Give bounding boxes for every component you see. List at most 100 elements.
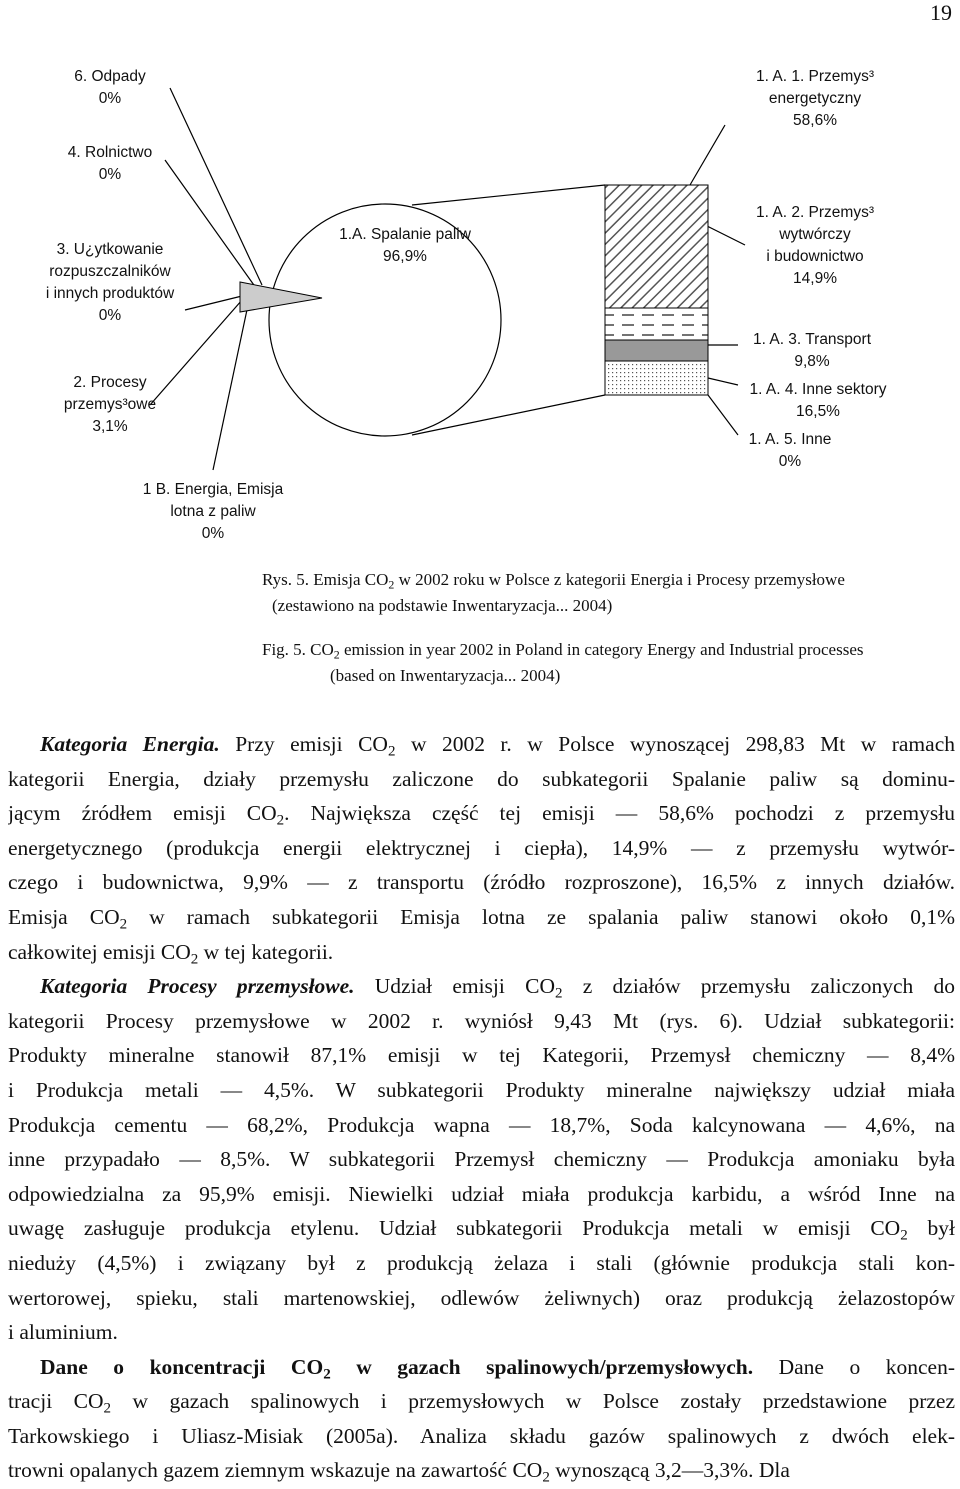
text-run: w gazach spalinowych/przemysłowych. xyxy=(330,1354,754,1379)
text-run: był xyxy=(907,1216,955,1241)
chart-label: 2. Procesy przemys³owe 3,1% xyxy=(64,372,156,438)
label-line: 1. A. 5. Inne xyxy=(748,431,832,448)
text-run: uwagę zasługuje produkcja etylenu. Udzia… xyxy=(8,1216,901,1241)
text-run: wynoszącą 3,2—3,3%. Dla xyxy=(549,1458,790,1483)
text-run: Kategoria Procesy przemysłowe. xyxy=(40,974,355,999)
label-line: wytwórczy xyxy=(779,226,851,243)
chart-label: 1. A. 1. Przemys³ energetyczny 58,6% xyxy=(756,66,874,132)
label-line: 3. U¿ytkowanie xyxy=(56,241,164,258)
body-text: Kategoria Energia. Przy emisji CO2 w 200… xyxy=(8,727,955,1488)
text-line: i aluminium. xyxy=(8,1315,955,1350)
text-run: całkowitej emisji CO xyxy=(8,939,191,964)
text-line: kategorii Procesy przemysłowe w 2002 r. … xyxy=(8,1004,955,1039)
label-line: 0% xyxy=(98,90,122,107)
text-line: czego i budownictwa, 9,9% — z transportu… xyxy=(8,865,955,900)
text-run: 2 xyxy=(387,743,396,760)
label-line: przemys³owe xyxy=(63,396,157,413)
text-run: w ramach subkategorii Emisja lotna ze sp… xyxy=(127,904,955,929)
label-line: i budownictwo xyxy=(766,248,864,265)
text-run: (based on Inwentaryzacja... 2004) xyxy=(330,666,561,685)
text-run: Dane o koncen- xyxy=(753,1354,955,1379)
text-run: . Największa część tej emisji — 58,6% po… xyxy=(284,801,955,826)
text-run: 2 xyxy=(554,985,563,1002)
text-run: Produkcja cementu — 68,2%, Produkcja wap… xyxy=(8,1112,955,1137)
text-line: wertorowej, spieku, stali martenowskiej,… xyxy=(8,1281,955,1316)
text-run: Dane o koncentracji CO xyxy=(40,1354,324,1379)
text-run: Przy emisji CO xyxy=(219,732,388,756)
label-line: rozpuszczalników xyxy=(49,263,171,280)
caption-line: (zestawiono na podstawie Inwentaryzacja.… xyxy=(272,593,612,619)
text-run: Emisja CO xyxy=(8,904,120,929)
caption-line: Fig. 5. CO2 emission in year 2002 in Pol… xyxy=(262,637,864,668)
text-run: trowni opalanych gazem ziemnym wskazuje … xyxy=(8,1458,543,1483)
text-run: odpowiedzialna za 95,9% emisji. Niewielk… xyxy=(8,1181,955,1206)
label-line: 16,5% xyxy=(796,403,840,420)
text-run: w tej kategorii. xyxy=(198,939,334,964)
text-line: jącym źródłem emisji CO2. Największa czę… xyxy=(8,796,955,831)
chart-label: 1. A. 5. Inne 0% xyxy=(749,429,832,473)
text-line: uwagę zasługuje produkcja etylenu. Udzia… xyxy=(8,1211,955,1246)
chart-label: 1 B. Energia, Emisja lotna z paliw 0% xyxy=(143,479,283,545)
label-line: 1.A. Spalanie paliw xyxy=(339,226,471,243)
text-run: czego i budownictwa, 9,9% — z transportu… xyxy=(8,870,955,895)
text-line: całkowitej emisji CO2 w tej kategorii. xyxy=(8,935,955,970)
text-run: w gazach spalinowych i przemysłowych w P… xyxy=(111,1389,955,1414)
text-line: Kategoria Energia. Przy emisji CO2 w 200… xyxy=(8,727,955,762)
text-line: Emisja CO2 w ramach subkategorii Emisja … xyxy=(8,900,955,935)
text-run: 2 xyxy=(190,951,199,968)
text-line: nieduży (4,5%) i związany był z produkcj… xyxy=(8,1246,955,1281)
label-line: 1. A. 2. Przemys³ xyxy=(755,204,875,221)
label-line: 6. Odpady xyxy=(74,68,146,85)
text-run: 2 xyxy=(333,647,340,662)
text-run: 2 xyxy=(323,1366,331,1383)
label-line: 1. A. 3. Transport xyxy=(752,331,872,348)
text-run: w 2002 roku w Polsce z kategorii Energia… xyxy=(394,570,845,589)
text-run: 2 xyxy=(900,1227,908,1244)
chart-label: 1. A. 4. Inne sektory 16,5% xyxy=(750,379,887,423)
text-run: w 2002 r. w Polsce wynoszącej 298,83 Mt … xyxy=(395,732,955,756)
text-line: trowni opalanych gazem ziemnym wskazuje … xyxy=(8,1453,955,1488)
label-line: 0% xyxy=(778,453,802,470)
text-run: 2 xyxy=(119,916,128,933)
text-run: kategorii Energia, działy przemysłu zali… xyxy=(8,766,955,791)
text-run: Produkty mineralne stanowił 87,1% emisji… xyxy=(8,1043,955,1068)
text-run: wertorowej, spieku, stali martenowskiej,… xyxy=(8,1285,955,1310)
text-run: 2 xyxy=(103,1400,112,1417)
text-line: Tarkowskiego i Uliasz-Misiak (2005a). An… xyxy=(8,1419,955,1454)
caption-line: (based on Inwentaryzacja... 2004) xyxy=(330,663,560,689)
text-run: 2 xyxy=(542,1469,550,1486)
label-line: 2. Procesy xyxy=(73,374,147,391)
text-run: emission in year 2002 in Poland in categ… xyxy=(339,640,864,659)
text-run: inne przypadało — 8,5%. W subkategorii P… xyxy=(8,1147,955,1172)
text-run: nieduży (4,5%) i związany był z produkcj… xyxy=(8,1250,955,1275)
text-run: z działów przemysłu zaliczonych do xyxy=(562,974,955,999)
label-line: 0% xyxy=(201,525,225,542)
text-line: Produkcja cementu — 68,2%, Produkcja wap… xyxy=(8,1108,955,1143)
text-run: Kategoria Energia. xyxy=(40,732,220,756)
text-run: i aluminium. xyxy=(8,1320,118,1345)
chart-label: 4. Rolnictwo 0% xyxy=(68,142,152,186)
label-line: lotna z paliw xyxy=(170,503,256,520)
text-line: i Produkcja metali — 4,5%. W subkategori… xyxy=(8,1073,955,1108)
label-line: 14,9% xyxy=(793,270,837,287)
text-run: 2 xyxy=(388,577,395,592)
label-line: 4. Rolnictwo xyxy=(67,144,153,161)
text-run: kategorii Procesy przemysłowe w 2002 r. … xyxy=(8,1008,955,1033)
label-line: 3,1% xyxy=(92,418,128,435)
text-run: i Produkcja metali — 4,5%. W subkategori… xyxy=(8,1077,955,1102)
text-run: Rys. 5. Emisja CO xyxy=(262,570,389,589)
label-line: 9,8% xyxy=(794,353,830,370)
text-run: Fig. 5. CO xyxy=(262,640,334,659)
label-line: 0% xyxy=(98,166,122,183)
text-run: Udział emisji CO xyxy=(354,974,555,999)
text-line: inne przypadało — 8,5%. W subkategorii P… xyxy=(8,1142,955,1177)
text-line: kategorii Energia, działy przemysłu zali… xyxy=(8,762,955,797)
pie-label: 1.A. Spalanie paliw 96,9% xyxy=(339,224,471,268)
figure xyxy=(149,87,746,471)
chart-label: 3. U¿ytkowanie rozpuszczalników i innych p… xyxy=(46,239,174,327)
chart-label: 1. A. 3. Transport 9,8% xyxy=(753,329,871,373)
text-line: Dane o koncentracji CO2 w gazach spalino… xyxy=(8,1350,955,1385)
text-run: energetycznego (produkcja energii elektr… xyxy=(8,835,955,860)
caption-line: Rys. 5. Emisja CO2 w 2002 roku w Polsce … xyxy=(262,567,845,598)
